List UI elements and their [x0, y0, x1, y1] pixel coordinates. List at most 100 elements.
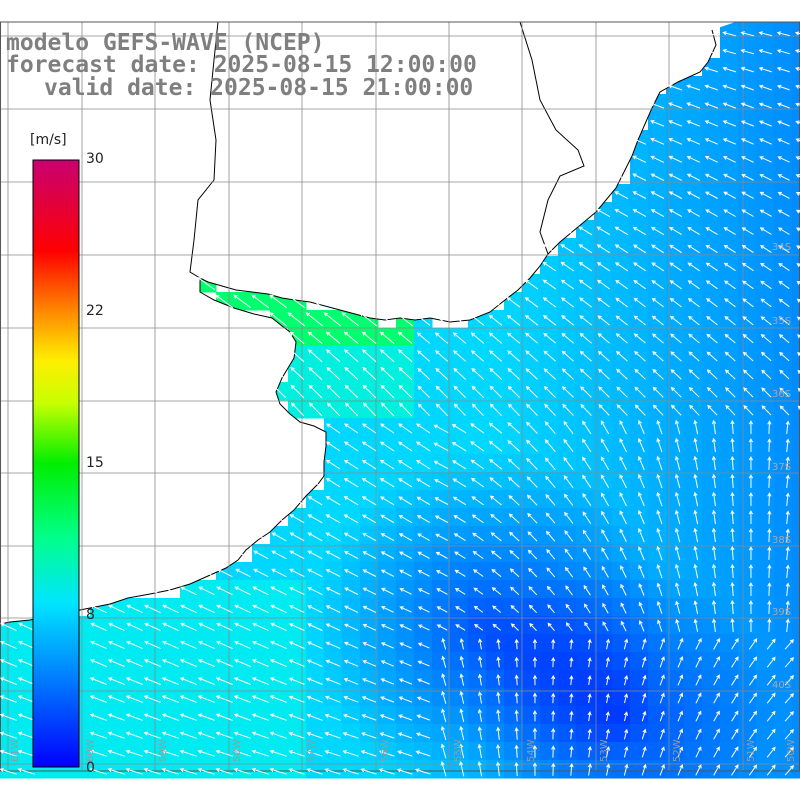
wind-arrow [217, 568, 233, 578]
wind-cell [630, 634, 649, 653]
wind-cell [774, 544, 793, 563]
wind-arrow [623, 746, 629, 758]
wind-cell [666, 706, 685, 725]
wind-arrow [551, 692, 556, 704]
wind-arrow [748, 510, 754, 525]
wind-arrow [777, 227, 790, 235]
wind-arrow [459, 655, 465, 668]
wind-arrow [704, 31, 719, 37]
wind-arrow [675, 618, 681, 632]
wind-arrow [289, 586, 305, 596]
wind-arrow [632, 191, 647, 199]
forecast-date: forecast date: 2025-08-15 12:00:00 [6, 52, 477, 78]
wind-arrow [435, 350, 449, 362]
wind-arrow [471, 403, 484, 416]
wind-arrow [289, 331, 305, 344]
wind-cell [594, 742, 613, 761]
wind-cell [720, 256, 739, 275]
wind-arrow [670, 351, 682, 362]
wind-cell [504, 670, 523, 689]
wind-arrow [597, 333, 610, 344]
wind-cell [414, 616, 433, 635]
wind-arrow [288, 623, 305, 631]
wind-cell [792, 292, 800, 311]
wind-arrow [288, 750, 305, 757]
wind-cell [306, 508, 325, 527]
wind-arrow [587, 763, 592, 776]
wind-arrow [433, 460, 449, 470]
wind-arrow [668, 209, 683, 218]
wind-arrow [650, 155, 665, 163]
wind-arrow [307, 331, 323, 344]
wind-arrow [561, 332, 575, 344]
wind-arrow [766, 710, 776, 722]
wind-arrow [362, 605, 377, 613]
wind-cell [756, 184, 775, 203]
wind-cell [486, 508, 505, 527]
wind-arrow [624, 656, 629, 668]
wind-arrow [569, 656, 574, 668]
wind-arrow [711, 419, 717, 435]
wind-cell [144, 652, 163, 671]
wind-arrow [488, 422, 503, 434]
wind-arrow [695, 692, 702, 704]
wind-arrow [399, 569, 412, 577]
wind-arrow [741, 245, 754, 254]
wind-cell [612, 616, 631, 635]
wind-arrow [778, 298, 790, 308]
wind-arrow [233, 677, 251, 685]
wind-cell [738, 40, 757, 59]
wind-arrow [748, 420, 754, 435]
wind-arrow [724, 316, 736, 326]
wind-cell [756, 256, 775, 275]
wind-arrow [343, 532, 359, 542]
wind-cell [738, 616, 757, 635]
wind-cell [774, 292, 793, 311]
wind-cell [180, 688, 199, 707]
wind-arrow [587, 745, 592, 758]
wind-arrow [323, 312, 342, 327]
wind-cell [162, 724, 181, 743]
wind-arrow [561, 315, 575, 326]
wind-cell [576, 472, 595, 491]
wind-cell [558, 508, 577, 527]
wind-arrow [748, 438, 754, 453]
wind-arrow [759, 245, 772, 254]
wind-arrow [731, 710, 739, 722]
wind-cell [648, 472, 667, 491]
wind-cell [432, 688, 451, 707]
wind-arrow [197, 713, 215, 721]
wind-cell [576, 706, 595, 725]
wind-cell [702, 580, 721, 599]
wind-arrow [18, 640, 35, 650]
wind-arrow [343, 677, 359, 685]
wind-arrow [731, 692, 739, 704]
wind-arrow [776, 31, 790, 37]
wind-arrow [125, 677, 143, 685]
wind-arrow [706, 351, 718, 362]
wind-cell [414, 472, 433, 491]
wind-arrow [687, 227, 700, 236]
wind-arrow [234, 622, 251, 632]
wind-arrow [496, 656, 501, 668]
wind-arrow [216, 622, 233, 632]
wind-arrow [704, 173, 719, 181]
wind-cell [774, 634, 793, 653]
wind-arrow [723, 245, 736, 254]
wind-cell [702, 562, 721, 581]
wind-cell [774, 688, 793, 707]
wind-cell [738, 544, 757, 563]
wind-arrow [616, 404, 628, 416]
wind-cell [792, 634, 800, 653]
wind-arrow [758, 31, 772, 37]
wind-cell [468, 418, 487, 437]
wind-arrow [730, 455, 735, 471]
wind-cell [90, 742, 109, 761]
wind-arrow [179, 749, 197, 757]
wind-arrow [477, 673, 483, 686]
colorbar [32, 159, 80, 768]
wind-cell [108, 760, 127, 779]
wind-arrow [674, 509, 681, 525]
wind-arrow [380, 660, 394, 667]
wind-cell [648, 742, 667, 761]
